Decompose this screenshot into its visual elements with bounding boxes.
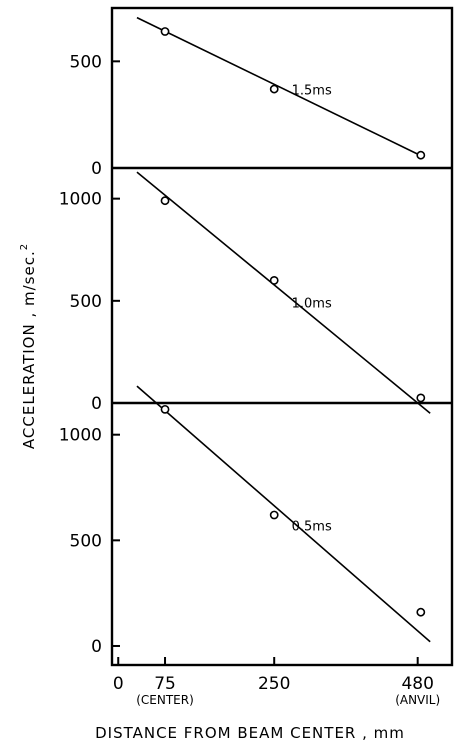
y-tick-label-bottom-500: 500: [70, 531, 102, 551]
data-point-bottom-1: [269, 510, 279, 520]
x-axis-label: DISTANCE FROM BEAM CENTER , mm: [95, 724, 405, 742]
fit-line-middle: [136, 171, 431, 414]
tick-layer: [112, 60, 419, 665]
y-tick-label-top-500: 500: [70, 52, 102, 72]
tick-labels: 0 500 1.5ms 0 500 1000 1.0ms 0 500 1000 0.5ms 0 75(C…: [59, 52, 440, 707]
data-point-top-2: [416, 150, 426, 160]
data-point-middle-0: [160, 196, 170, 206]
panel-frames: [110, 6, 454, 667]
data-point-middle-1: [269, 275, 279, 285]
y-tick-label-top-0: 0: [91, 159, 102, 179]
x-tick-label-480: 480: [401, 674, 433, 694]
y-tick-label-middle-0: 0: [91, 394, 102, 414]
y-axis-label: ACCELERATION , m/sec.2: [19, 243, 38, 449]
x-tick-label-0: 0: [113, 674, 124, 694]
x-tick-label-250: 250: [258, 674, 290, 694]
x-tick-label-75: 75: [154, 674, 176, 694]
y-axis-label-superscript: 2: [19, 243, 30, 250]
data-point-bottom-2: [416, 607, 426, 617]
x-tick-sublabel-75: (CENTER): [136, 693, 194, 707]
data-point-top-1: [269, 84, 279, 94]
fit-lines: [136, 16, 431, 643]
series-label-top: 1.5ms: [292, 84, 332, 99]
data-point-bottom-0: [160, 404, 170, 414]
y-tick-label-bottom-1000: 1000: [59, 426, 102, 446]
y-tick-label-bottom-0: 0: [91, 637, 102, 657]
y-axis-label-text: ACCELERATION , m/sec.: [20, 250, 38, 449]
data-point-top-0: [160, 27, 170, 36]
x-tick-sublabel-480: (ANVIL): [395, 693, 440, 707]
y-tick-label-middle-1000: 1000: [59, 190, 102, 210]
series-label-middle: 1.0ms: [292, 297, 332, 312]
data-point-middle-2: [416, 393, 426, 403]
data-points: [160, 27, 426, 617]
y-tick-label-middle-500: 500: [70, 292, 102, 312]
plot-frame: [110, 6, 454, 667]
fit-line-top: [136, 16, 419, 155]
fit-line-bottom: [136, 385, 431, 643]
series-label-bottom: 0.5ms: [292, 519, 332, 534]
